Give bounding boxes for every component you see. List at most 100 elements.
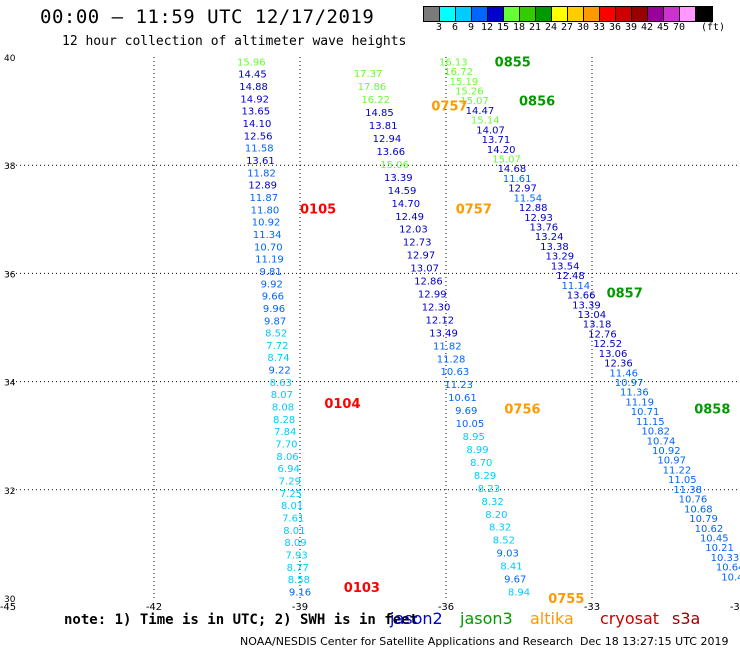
wave-height-label: 7.70 xyxy=(275,440,297,451)
legend-swatch xyxy=(600,7,616,21)
legend-label: 21 xyxy=(528,22,542,33)
pass-time-label: 0103 xyxy=(344,581,380,596)
y-tick-label: 32 xyxy=(4,487,15,497)
wave-height-label: 13.65 xyxy=(242,107,271,118)
wave-height-label: 15.07 xyxy=(460,96,489,107)
wave-height-label: 16.22 xyxy=(361,95,390,106)
wave-height-label: 10.92 xyxy=(652,446,681,457)
x-tick-label: -33 xyxy=(584,602,600,613)
wave-height-label: 10.41 xyxy=(721,572,740,583)
wave-height-label: 8.95 xyxy=(463,432,485,443)
legend-swatch xyxy=(696,7,712,21)
pass-time-label: 0757 xyxy=(456,202,492,217)
wave-height-label: 8.52 xyxy=(493,536,515,547)
wave-height-label: 13.66 xyxy=(567,291,596,302)
wave-height-label: 11.82 xyxy=(247,168,276,179)
wave-height-label: 11.23 xyxy=(444,380,473,391)
wave-height-label: 13.24 xyxy=(535,232,564,243)
wave-height-label: 11.58 xyxy=(245,144,274,155)
legend-swatch xyxy=(424,7,440,21)
wave-height-label: 8.20 xyxy=(485,510,507,521)
pass-time-label: 0757 xyxy=(431,100,467,115)
y-tick-label: 34 xyxy=(4,379,16,389)
wave-height-label: 15.19 xyxy=(450,77,479,88)
wave-height-label: 14.68 xyxy=(498,164,527,175)
x-tick-label: -39 xyxy=(292,602,308,613)
note-text: note: 1) Time is in UTC; 2) SWH is in fe… xyxy=(64,612,419,628)
wave-height-label: 13.39 xyxy=(572,300,601,311)
wave-height-label: 12.36 xyxy=(604,359,633,370)
wave-height-label: 13.29 xyxy=(545,252,574,263)
wave-height-label: 10.74 xyxy=(647,436,676,447)
satellite-cryosat-label: cryosat xyxy=(600,609,660,628)
wave-height-label: 11.82 xyxy=(433,341,462,352)
wave-height-label: 12.97 xyxy=(508,184,537,195)
wave-height-label: 10.33 xyxy=(711,553,740,564)
wave-height-label: 12.94 xyxy=(373,134,402,145)
wave-height-label: 15.14 xyxy=(471,116,500,127)
wave-height-label: 11.87 xyxy=(249,193,278,204)
wave-height-label: 11.28 xyxy=(437,354,466,365)
wave-height-label: 8.32 xyxy=(489,523,511,534)
legend-label: 30 xyxy=(576,22,590,33)
wave-height-label: 13.71 xyxy=(482,135,511,146)
legend-swatch xyxy=(616,7,632,21)
wave-height-label: 12.03 xyxy=(399,225,428,236)
wave-height-label: 14.59 xyxy=(388,186,417,197)
wave-height-label: 7.29 xyxy=(279,477,301,488)
legend-swatch xyxy=(552,7,568,21)
page-subtitle: 12 hour collection of altimeter wave hei… xyxy=(62,34,407,49)
wave-height-label: 10.97 xyxy=(615,378,644,389)
wave-height-label: 13.39 xyxy=(384,173,413,184)
wave-height-label: 8.01 xyxy=(281,501,303,512)
x-tick-label: -36 xyxy=(438,602,454,613)
wave-height-label: 14.20 xyxy=(487,145,516,156)
pass-time-label: 0856 xyxy=(519,94,555,109)
wave-height-label: 8.07 xyxy=(271,390,293,401)
wave-height-label: 8.23 xyxy=(478,484,500,495)
wave-height-label: 10.76 xyxy=(679,495,708,506)
wave-height-label: 6.94 xyxy=(278,464,300,475)
wave-height-label: 8.52 xyxy=(265,329,287,340)
legend-swatch xyxy=(632,7,648,21)
legend-label: 3 xyxy=(435,22,443,33)
wave-height-label: 13.07 xyxy=(410,264,439,275)
wave-height-label: 10.92 xyxy=(252,218,281,229)
color-scale-legend xyxy=(423,6,713,22)
wave-height-label: 10.45 xyxy=(700,533,729,544)
wave-height-label: 8.63 xyxy=(270,378,292,389)
wave-height-label: 13.49 xyxy=(429,328,458,339)
satellite-jason3-label: jason3 xyxy=(460,609,513,628)
wave-height-label: 9.87 xyxy=(264,316,286,327)
wave-height-label: 12.30 xyxy=(422,302,451,313)
legend-swatch xyxy=(584,7,600,21)
wave-height-label: 11.22 xyxy=(663,465,692,476)
wave-height-label: 8.32 xyxy=(481,497,503,508)
y-tick-label: 36 xyxy=(4,270,16,280)
wave-height-label: 14.92 xyxy=(240,94,269,105)
legend-swatch xyxy=(568,7,584,21)
wave-height-label: 11.46 xyxy=(609,368,638,379)
wave-height-label: 13.04 xyxy=(577,310,606,321)
legend-swatch xyxy=(664,7,680,21)
wave-height-label: 12.48 xyxy=(556,271,585,282)
legend-swatch xyxy=(488,7,504,21)
wave-height-label: 13.38 xyxy=(540,242,569,253)
wave-height-label: 10.68 xyxy=(684,504,713,515)
wave-height-label: 14.10 xyxy=(243,119,272,130)
wave-height-label: 12.88 xyxy=(519,203,548,214)
wave-height-label: 9.66 xyxy=(262,292,284,303)
wave-height-label: 10.05 xyxy=(456,419,485,430)
wave-height-label: 8.94 xyxy=(508,588,530,599)
legend-swatch xyxy=(536,7,552,21)
wave-height-label: 7.93 xyxy=(285,551,307,562)
wave-height-label: 12.52 xyxy=(593,339,622,350)
wave-height-label: 11.54 xyxy=(514,193,543,204)
wave-height-label: 8.70 xyxy=(470,458,492,469)
wave-height-label: 8.58 xyxy=(288,575,310,586)
credit-text: NOAA/NESDIS Center for Satellite Applica… xyxy=(240,635,574,648)
pass-time-label: 0858 xyxy=(694,403,730,418)
wave-height-label: 9.22 xyxy=(268,366,290,377)
